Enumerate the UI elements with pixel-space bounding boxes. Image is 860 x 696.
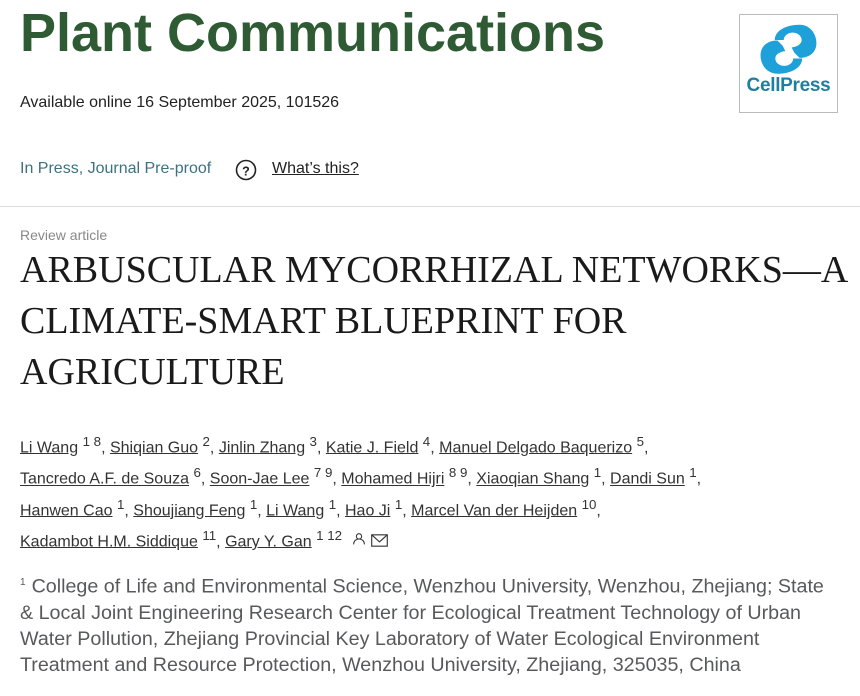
svg-text:?: ? [242,164,250,178]
